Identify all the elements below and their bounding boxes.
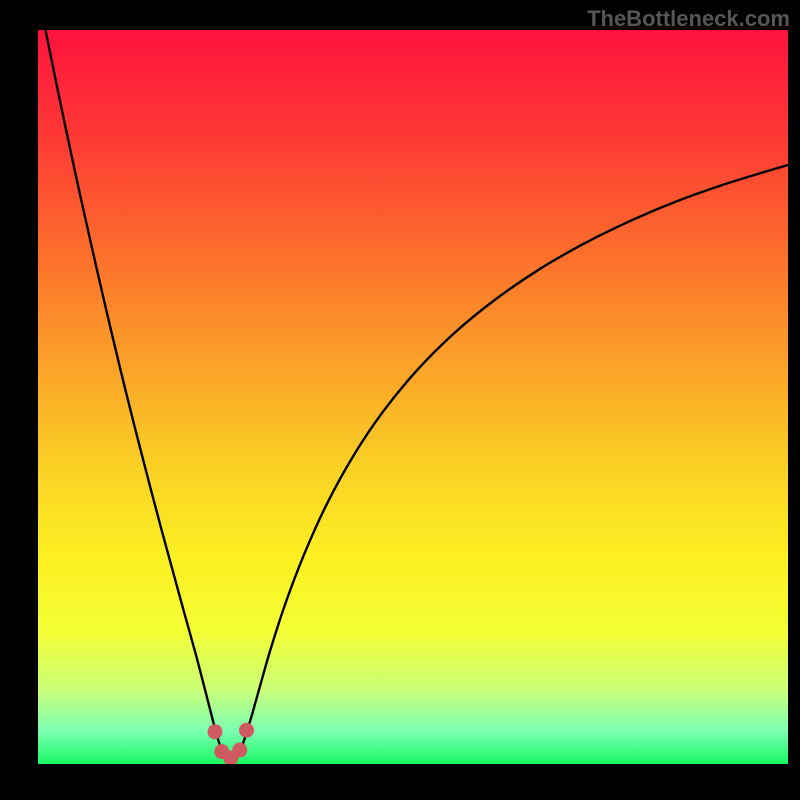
dip-marker	[232, 743, 247, 758]
plot-area	[38, 30, 788, 764]
plot-frame	[0, 0, 800, 800]
dip-marker	[239, 723, 254, 738]
dip-marker-group	[208, 723, 255, 764]
chart-svg	[38, 30, 788, 764]
bottleneck-curve	[46, 30, 789, 760]
watermark-text: TheBottleneck.com	[587, 6, 790, 32]
dip-marker	[208, 724, 223, 739]
